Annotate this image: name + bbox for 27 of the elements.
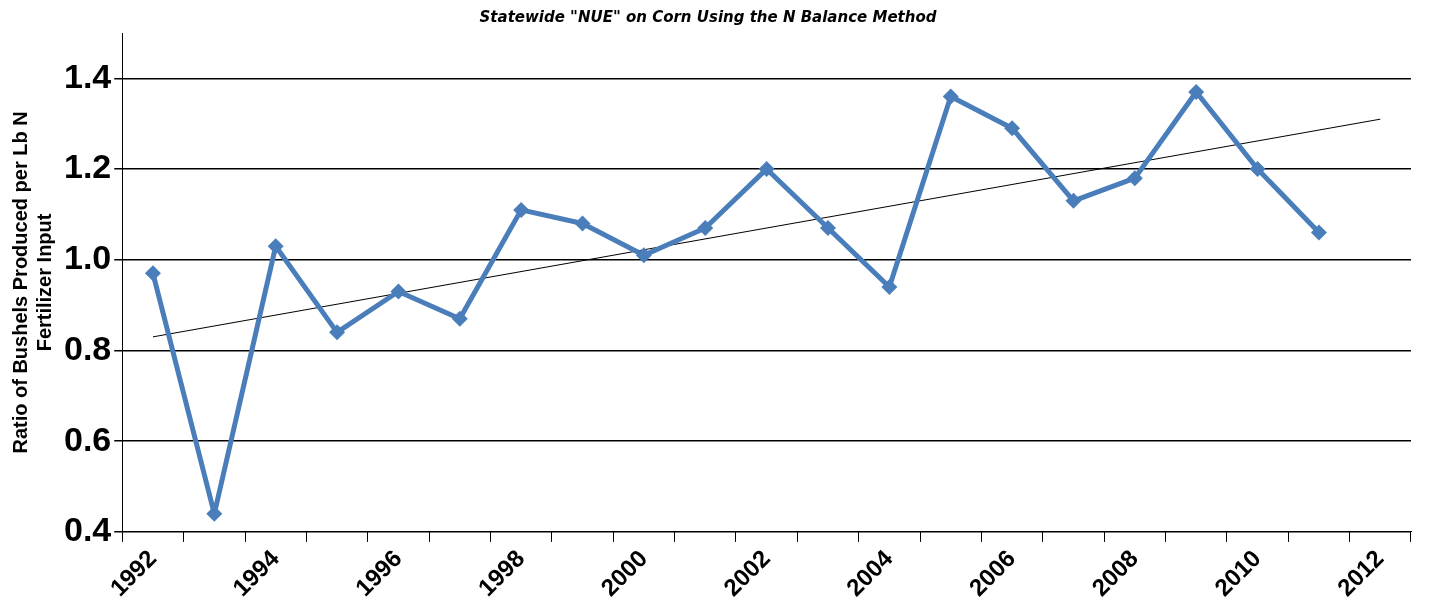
- y-tick-label: 1.0: [64, 238, 112, 277]
- point: [1004, 120, 1021, 137]
- point: [942, 88, 959, 105]
- y-tick-label: 1.2: [64, 147, 112, 186]
- point: [329, 324, 346, 341]
- point: [635, 247, 652, 264]
- point: [574, 215, 591, 232]
- point: [1249, 161, 1266, 178]
- point: [513, 201, 530, 218]
- point: [1310, 224, 1327, 241]
- y-tick-label: 1.4: [64, 56, 112, 95]
- point: [451, 310, 468, 327]
- point: [144, 265, 161, 282]
- point: [758, 161, 775, 178]
- chart-title: Statewide "NUE" on Corn Using the N Balance Method: [479, 7, 937, 26]
- point: [820, 220, 836, 237]
- point: [1065, 192, 1082, 209]
- point: [1126, 170, 1143, 187]
- y-tick-label: 0.8: [64, 328, 112, 367]
- point: [697, 220, 714, 237]
- point: [1188, 83, 1205, 100]
- point: [267, 238, 284, 255]
- y-axis-title: Ratio of Bushels Produced per Lb N Fertilizer Input: [8, 111, 55, 454]
- point: [881, 278, 898, 295]
- y-tick-label: 0.4: [64, 510, 112, 549]
- y-tick-label: 0.6: [64, 419, 112, 458]
- point: [390, 283, 407, 300]
